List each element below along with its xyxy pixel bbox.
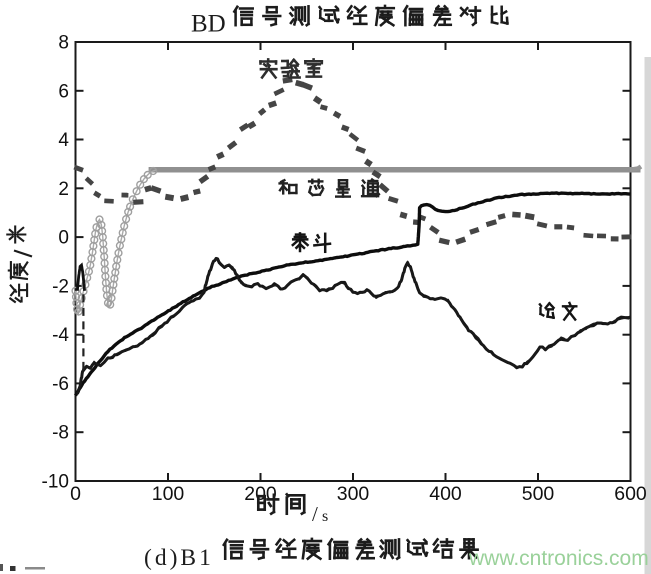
svg-text:s: s	[322, 508, 328, 525]
svg-text:600: 600	[614, 483, 647, 505]
svg-text:400: 400	[429, 483, 462, 505]
svg-text:300: 300	[337, 483, 370, 505]
svg-text:-8: -8	[52, 423, 69, 444]
svg-text:8: 8	[58, 33, 69, 54]
svg-text:-2: -2	[52, 276, 69, 297]
svg-text:-10: -10	[42, 472, 69, 493]
svg-text:4: 4	[58, 130, 69, 151]
svg-text:500: 500	[522, 483, 555, 505]
svg-text:-4: -4	[52, 325, 69, 346]
svg-text:100: 100	[152, 483, 185, 505]
svg-text:/: /	[312, 502, 318, 526]
svg-text:2: 2	[58, 179, 69, 200]
svg-text:6: 6	[58, 81, 69, 102]
svg-text:(d)B1: (d)B1	[144, 545, 214, 571]
svg-text:www.cntronics.com: www.cntronics.com	[468, 547, 649, 570]
svg-text:-6: -6	[52, 374, 69, 395]
svg-text:BD: BD	[191, 11, 226, 38]
svg-text:0: 0	[70, 483, 81, 505]
svg-text:0: 0	[58, 228, 69, 249]
